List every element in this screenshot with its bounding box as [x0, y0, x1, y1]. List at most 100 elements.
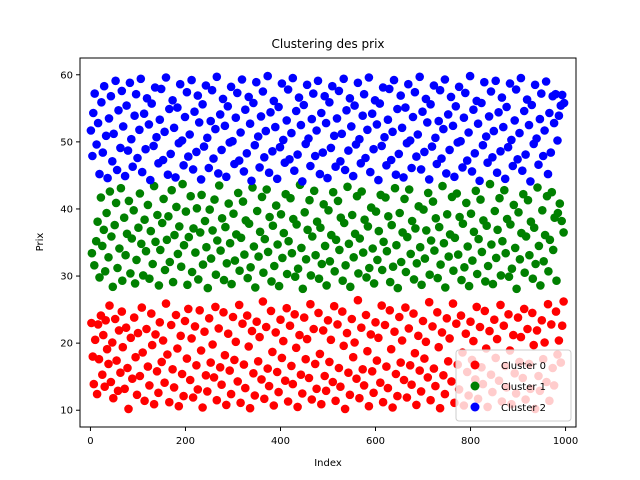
data-point-cluster-0 — [282, 303, 292, 313]
data-point-cluster-0 — [499, 321, 509, 331]
data-point-cluster-0 — [198, 403, 207, 412]
data-point-cluster-1 — [333, 196, 343, 206]
data-point-cluster-0 — [374, 333, 383, 343]
data-point-cluster-2 — [258, 87, 268, 96]
data-point-cluster-1 — [208, 226, 217, 235]
data-point-cluster-0 — [288, 379, 298, 389]
data-point-cluster-0 — [472, 302, 482, 312]
data-point-cluster-1 — [213, 236, 222, 245]
data-point-cluster-2 — [237, 75, 247, 84]
data-point-cluster-1 — [214, 181, 224, 190]
data-point-cluster-2 — [109, 129, 118, 139]
data-point-cluster-0 — [338, 307, 347, 316]
data-point-cluster-0 — [420, 354, 429, 363]
x-axis: 0 200 400 600 800 1000 — [87, 427, 578, 447]
data-point-cluster-0 — [416, 387, 426, 396]
data-point-cluster-1 — [243, 273, 252, 283]
data-point-cluster-1 — [236, 233, 246, 243]
data-point-cluster-0 — [279, 336, 288, 346]
data-point-cluster-1 — [404, 185, 414, 194]
data-point-cluster-1 — [528, 274, 538, 284]
data-point-cluster-1 — [105, 187, 115, 196]
data-point-cluster-0 — [274, 387, 283, 397]
data-point-cluster-1 — [428, 197, 438, 206]
data-point-cluster-2 — [541, 77, 551, 86]
data-point-cluster-2 — [470, 149, 480, 158]
data-point-cluster-1 — [100, 267, 110, 276]
data-point-cluster-0 — [158, 336, 168, 345]
data-point-cluster-1 — [354, 269, 363, 278]
data-point-cluster-2 — [141, 144, 150, 154]
data-point-cluster-1 — [271, 201, 281, 210]
data-point-cluster-2 — [502, 102, 511, 112]
data-point-cluster-2 — [532, 134, 541, 143]
data-point-cluster-1 — [420, 254, 430, 263]
data-point-cluster-0 — [174, 401, 184, 411]
data-point-cluster-0 — [424, 297, 434, 307]
data-point-cluster-2 — [407, 163, 416, 173]
data-point-cluster-2 — [557, 90, 567, 100]
data-point-cluster-2 — [336, 157, 345, 166]
data-point-cluster-0 — [209, 373, 219, 382]
data-point-cluster-0 — [124, 404, 133, 414]
data-point-cluster-1 — [504, 272, 514, 282]
data-point-cluster-1 — [311, 250, 320, 260]
data-point-cluster-2 — [513, 155, 522, 164]
data-point-cluster-0 — [226, 389, 236, 399]
data-point-cluster-1 — [98, 241, 107, 251]
data-point-cluster-1 — [263, 247, 273, 257]
data-point-cluster-2 — [429, 81, 439, 90]
data-point-cluster-0 — [116, 368, 125, 378]
data-point-cluster-0 — [399, 375, 409, 385]
data-point-cluster-1 — [349, 252, 359, 262]
data-point-cluster-2 — [559, 98, 569, 108]
data-point-cluster-1 — [512, 284, 521, 294]
data-point-cluster-0 — [244, 342, 253, 351]
data-point-cluster-2 — [540, 126, 549, 135]
data-point-cluster-2 — [136, 74, 146, 84]
data-point-cluster-2 — [342, 106, 351, 115]
data-point-cluster-0 — [445, 334, 454, 343]
data-point-cluster-1 — [143, 200, 153, 210]
data-point-cluster-0 — [206, 358, 215, 367]
data-point-cluster-1 — [141, 246, 151, 256]
data-point-cluster-1 — [111, 198, 121, 208]
data-point-cluster-1 — [173, 249, 183, 259]
data-point-cluster-1 — [262, 185, 272, 194]
data-point-cluster-2 — [546, 148, 556, 157]
data-point-cluster-2 — [497, 93, 507, 102]
data-point-cluster-2 — [244, 92, 253, 102]
data-point-cluster-2 — [377, 141, 387, 151]
data-point-cluster-1 — [529, 223, 539, 232]
data-point-cluster-1 — [472, 269, 482, 279]
data-point-cluster-2 — [95, 169, 104, 179]
data-point-cluster-1 — [156, 245, 165, 255]
data-point-cluster-2 — [99, 81, 109, 91]
data-point-cluster-1 — [365, 263, 374, 273]
data-point-cluster-0 — [409, 309, 418, 318]
data-point-cluster-1 — [248, 183, 257, 192]
data-point-cluster-2 — [206, 116, 215, 126]
data-point-cluster-1 — [426, 236, 436, 245]
data-point-cluster-1 — [298, 284, 308, 294]
data-point-cluster-2 — [491, 76, 501, 86]
data-point-cluster-2 — [155, 115, 165, 124]
data-point-cluster-2 — [185, 130, 194, 139]
data-point-cluster-1 — [308, 232, 317, 241]
data-point-cluster-1 — [341, 261, 350, 270]
data-point-cluster-0 — [135, 371, 145, 381]
data-point-cluster-1 — [385, 277, 395, 287]
data-point-cluster-1 — [438, 181, 447, 191]
data-point-cluster-1 — [160, 265, 170, 275]
data-point-cluster-1 — [197, 190, 206, 200]
data-point-cluster-2 — [551, 89, 560, 99]
data-point-cluster-2 — [260, 153, 269, 162]
data-point-cluster-1 — [469, 227, 479, 237]
data-point-cluster-1 — [531, 259, 540, 269]
data-point-cluster-1 — [154, 281, 164, 290]
data-point-cluster-0 — [291, 343, 301, 353]
data-point-cluster-0 — [245, 403, 255, 413]
data-point-cluster-1 — [181, 207, 191, 216]
data-point-cluster-1 — [324, 206, 333, 215]
data-point-cluster-2 — [386, 155, 396, 165]
